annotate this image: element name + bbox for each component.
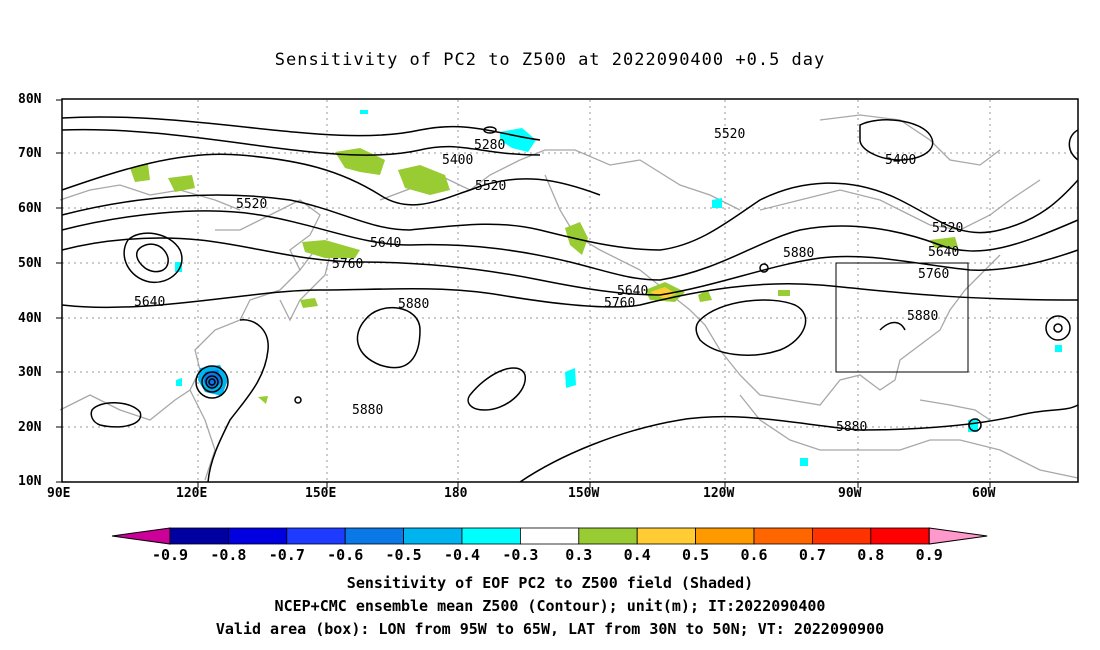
lat-label: 10N — [18, 474, 42, 489]
colorbar-swatch — [753, 527, 813, 545]
colorbar-tick-label: -0.9 — [151, 546, 189, 564]
colorbar-swatch — [695, 527, 755, 545]
colorbar-swatch — [636, 527, 697, 545]
colorbar-swatch — [870, 527, 930, 545]
colorbar-tick-label: 0.3 — [565, 546, 593, 564]
lat-label: 40N — [18, 311, 42, 326]
lon-label: 60W — [972, 486, 996, 501]
colorbar-tick-label: -0.7 — [268, 546, 305, 564]
lon-label: 120E — [176, 486, 208, 501]
z500-contours — [61, 116, 1079, 483]
lat-label: 70N — [18, 146, 42, 161]
lat-label: 20N — [18, 420, 42, 435]
colorbar-swatch — [344, 527, 405, 545]
map-frame — [61, 98, 1079, 483]
contour-label: 5640 — [134, 295, 165, 310]
contour-label: 5880 — [352, 403, 383, 418]
colorbar-tick-label: -0.4 — [443, 546, 481, 564]
colorbar-tick-label: 0.7 — [798, 546, 826, 564]
colorbar-swatch — [520, 527, 580, 545]
colorbar-tick-label: 0.9 — [915, 546, 943, 564]
caption-line-3: Valid area (box): LON from 95W to 65W, L… — [215, 620, 885, 638]
colorbar-tick-label: 0.6 — [740, 546, 768, 564]
lat-label: 80N — [18, 92, 42, 107]
lon-label: 180 — [444, 486, 468, 501]
lat-label: 50N — [18, 256, 42, 271]
contour-label: 5880 — [783, 246, 814, 261]
contour-label: 5880 — [907, 309, 938, 324]
colorbar-swatch — [578, 527, 638, 545]
colorbar — [111, 527, 988, 545]
contour-label: 5280 — [474, 138, 505, 153]
caption-line-2: NCEP+CMC ensemble mean Z500 (Contour); u… — [274, 597, 826, 615]
lon-label: 120W — [703, 486, 735, 501]
colorbar-swatch — [403, 527, 463, 545]
contour-label: 5760 — [604, 296, 635, 311]
lon-label: 150W — [568, 486, 600, 501]
colorbar-swatch — [461, 527, 521, 545]
lat-label: 30N — [18, 365, 42, 380]
lon-label: 150E — [305, 486, 337, 501]
contour-label: 5520 — [932, 221, 963, 236]
contour-label: 5520 — [236, 197, 267, 212]
colorbar-swatch — [812, 527, 872, 545]
colorbar-end-high — [928, 527, 988, 545]
lon-label: 90W — [838, 486, 862, 501]
colorbar-tick-label: -0.8 — [210, 546, 247, 564]
contour-label: 5640 — [370, 236, 401, 251]
colorbar-tick-label: 0.5 — [682, 546, 710, 564]
lon-label: 90E — [47, 486, 71, 501]
coastlines — [59, 114, 1079, 481]
contour-label: 5880 — [398, 297, 429, 312]
map-title: Sensitivity of PC2 to Z500 at 2022090400… — [274, 50, 826, 70]
contour-label: 5880 — [836, 420, 867, 435]
caption-line-1: Sensitivity of EOF PC2 to Z500 field (Sh… — [346, 574, 754, 592]
tick-marks — [56, 99, 991, 488]
contour-label: 5400 — [885, 153, 916, 168]
colorbar-tick-label: -0.6 — [327, 546, 364, 564]
gridlines — [62, 100, 1078, 482]
contour-label: 5640 — [617, 284, 648, 299]
valid-area-box — [835, 262, 969, 373]
contour-label: 5520 — [475, 179, 506, 194]
colorbar-tick-label: 0.4 — [623, 546, 651, 564]
colorbar-swatch — [169, 527, 229, 545]
lat-label: 60N — [18, 201, 42, 216]
colorbar-tick-label: -0.5 — [385, 546, 422, 564]
sensitivity-shading — [130, 110, 1062, 466]
colorbar-swatch — [286, 527, 346, 545]
contour-label: 5760 — [918, 267, 949, 282]
colorbar-tick-label: 0.8 — [857, 546, 885, 564]
contour-label: 5520 — [714, 127, 745, 142]
contour-label: 5400 — [442, 153, 473, 168]
colorbar-tick-label: -0.3 — [502, 546, 539, 564]
colorbar-end-low — [111, 527, 171, 545]
contour-label: 5640 — [928, 245, 959, 260]
contour-label: 5760 — [332, 257, 363, 272]
colorbar-swatch — [227, 527, 288, 545]
contour-labels: 5280 5400 5520 5520 5520 5400 5520 5640 … — [134, 127, 963, 435]
